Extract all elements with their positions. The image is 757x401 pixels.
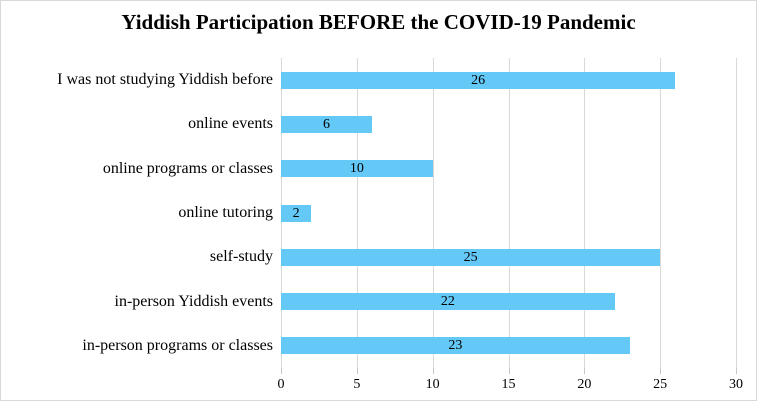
x-axis-tick xyxy=(660,368,662,374)
x-axis-tick xyxy=(508,368,510,374)
bar xyxy=(281,160,433,178)
category-label: online programs or classes xyxy=(102,159,273,177)
bar xyxy=(281,337,630,355)
gridline xyxy=(736,58,737,368)
chart-title: Yiddish Participation BEFORE the COVID-1… xyxy=(121,10,636,34)
bar-value-label: 10 xyxy=(349,161,364,177)
category-label: in-person Yiddish events xyxy=(114,292,274,310)
bar-value-label: 6 xyxy=(323,116,330,132)
x-axis-tick-label: 20 xyxy=(577,377,592,392)
bar-value-label: 22 xyxy=(440,294,455,310)
category-label: online events xyxy=(188,115,273,133)
x-axis-tick xyxy=(432,368,434,374)
x-axis-tick-label: 5 xyxy=(353,377,361,392)
bar xyxy=(281,293,615,311)
gridline xyxy=(584,58,586,368)
bar-value-label: 25 xyxy=(463,249,478,265)
gridline xyxy=(508,58,510,368)
x-axis-tick-label: 10 xyxy=(425,377,440,392)
gridline xyxy=(432,58,434,368)
x-axis-tick xyxy=(356,368,358,374)
category-label: I was not studying Yiddish before xyxy=(57,71,273,89)
gridline xyxy=(356,58,358,368)
x-axis-tick xyxy=(736,368,737,374)
category-label: in-person programs or classes xyxy=(82,336,273,354)
x-axis-tick-label: 30 xyxy=(729,377,743,392)
bar xyxy=(281,115,372,133)
bar-value-label: 23 xyxy=(448,338,463,354)
category-label: self-study xyxy=(209,248,273,266)
bar-value-label: 2 xyxy=(292,205,300,221)
gridline xyxy=(660,58,662,368)
bar-value-label: 26 xyxy=(471,72,486,88)
x-axis-tick xyxy=(584,368,586,374)
category-label: online tutoring xyxy=(178,203,273,221)
x-axis-tick-label: 0 xyxy=(277,377,285,392)
x-axis-tick-label: 15 xyxy=(501,377,516,392)
x-axis-tick-label: 25 xyxy=(653,377,668,392)
bar xyxy=(281,248,661,266)
bar xyxy=(281,71,676,89)
x-axis-tick xyxy=(281,368,282,374)
bar xyxy=(281,204,312,222)
